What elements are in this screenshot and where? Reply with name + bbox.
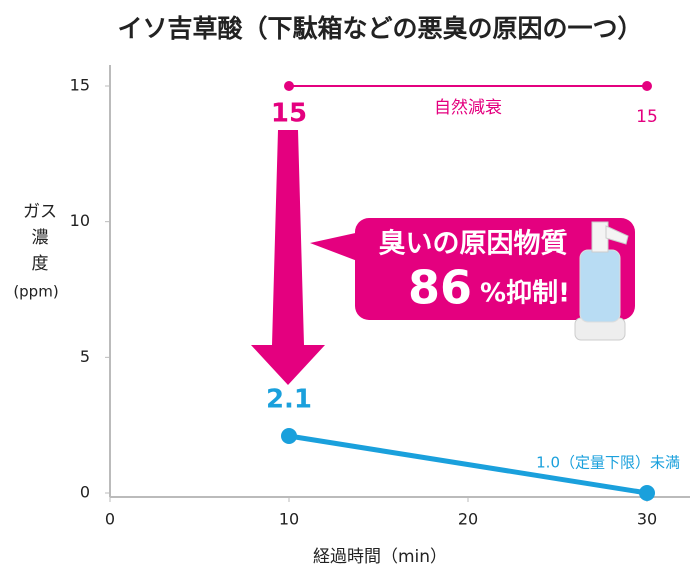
annotation: 1.0（定量下限）未満 xyxy=(536,454,680,472)
x-tick-label: 30 xyxy=(637,510,657,529)
chart-title: イソ吉草酸（下駄箱などの悪臭の原因の一つ） xyxy=(117,14,642,43)
data-point xyxy=(639,485,655,501)
value-label: 15 xyxy=(271,99,307,129)
callout-text: %抑制! xyxy=(480,279,570,309)
bottle-body xyxy=(579,249,621,323)
y-label-line: ガス xyxy=(23,202,57,222)
y-axis-label: ガス 濃 度 (ppm) xyxy=(13,202,58,301)
value-label: 15 xyxy=(636,107,658,127)
callout-pointer xyxy=(310,232,360,262)
x-tick-label: 10 xyxy=(279,510,299,529)
series-line xyxy=(288,433,648,496)
data-point xyxy=(642,81,652,91)
y-label-line: (ppm) xyxy=(13,283,58,301)
y-tick-label: 15 xyxy=(70,76,90,95)
y-tick-label: 10 xyxy=(70,211,90,230)
x-axis-label: 経過時間（min） xyxy=(313,547,447,567)
y-label-line: 濃 xyxy=(32,228,49,248)
series-name: 自然減衰 xyxy=(434,98,502,118)
drop-arrow xyxy=(251,130,325,385)
data-point xyxy=(281,428,297,445)
x-tick-label: 20 xyxy=(458,510,478,529)
y-tick-label: 0 xyxy=(80,483,90,502)
callout: 臭いの原因物質 86 %抑制! xyxy=(310,218,635,341)
y-label-line: 度 xyxy=(32,254,49,274)
bottle-nozzle xyxy=(605,225,629,245)
value-label: 2.1 xyxy=(266,385,312,415)
callout-number: 86 xyxy=(408,261,472,315)
callout-box xyxy=(355,218,635,320)
y-tick-label: 5 xyxy=(80,347,90,366)
callout-text: 臭いの原因物質 xyxy=(379,229,568,260)
data-point xyxy=(284,81,294,91)
x-tick-label: 0 xyxy=(105,510,115,529)
